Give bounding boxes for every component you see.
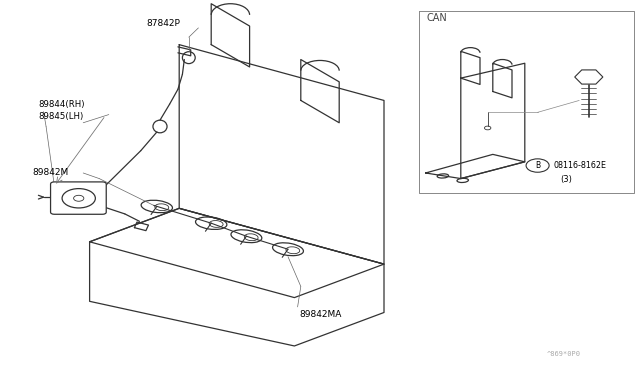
Text: 08116-8162E: 08116-8162E xyxy=(554,161,607,170)
Text: 89844(RH): 89844(RH) xyxy=(38,100,85,109)
Text: 89842MA: 89842MA xyxy=(299,310,341,319)
Text: CAN: CAN xyxy=(427,13,447,23)
Text: B: B xyxy=(535,161,540,170)
Text: 89842M: 89842M xyxy=(32,168,68,177)
Text: 89845(LH): 89845(LH) xyxy=(38,112,84,121)
Text: (3): (3) xyxy=(560,175,572,184)
Text: ^869*0P0: ^869*0P0 xyxy=(547,351,581,357)
FancyBboxPatch shape xyxy=(51,182,106,214)
Text: 87842P: 87842P xyxy=(147,19,180,28)
